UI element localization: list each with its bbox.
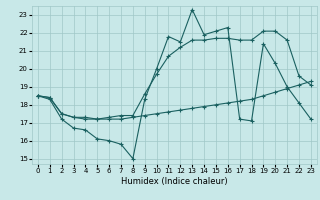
X-axis label: Humidex (Indice chaleur): Humidex (Indice chaleur) [121,177,228,186]
